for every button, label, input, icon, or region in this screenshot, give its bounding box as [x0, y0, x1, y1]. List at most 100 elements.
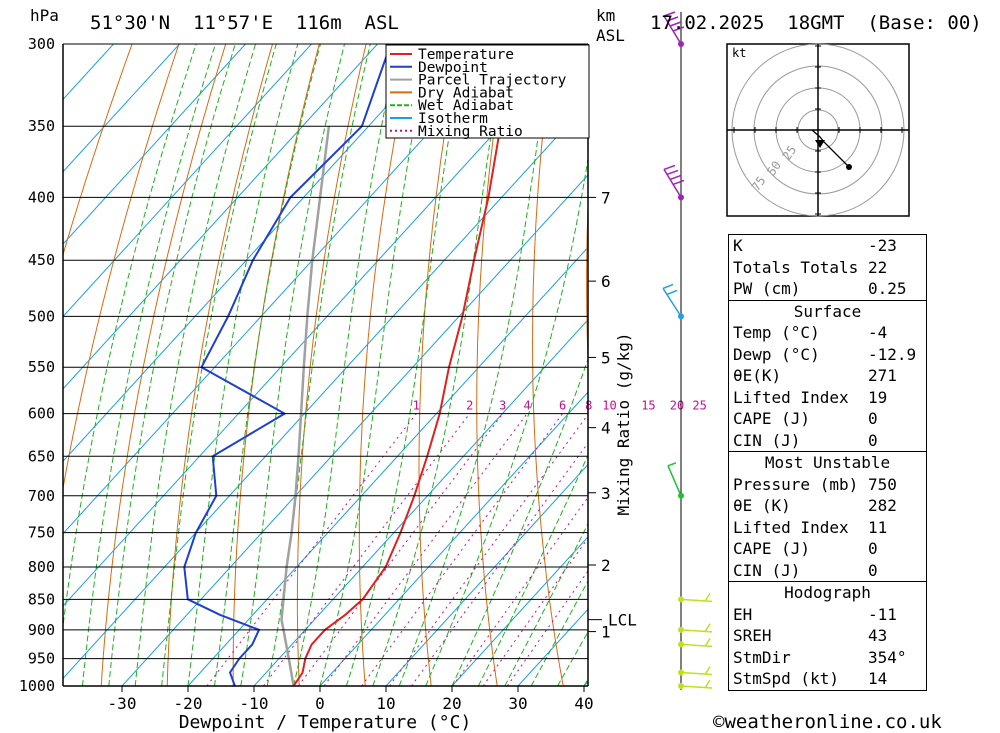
stmspd-value: 14: [868, 669, 888, 688]
pressure-tick-label: 800: [28, 558, 55, 576]
surface-temp-label: Temp (°C): [733, 323, 820, 342]
pressure-tick-label: 750: [28, 524, 55, 542]
k-value: -23: [868, 236, 897, 255]
mu-cape-label: CAPE (J): [733, 539, 811, 558]
pressure-tick-label: 600: [28, 405, 55, 423]
wind-barb-staff: [680, 598, 713, 603]
location-title: 51°30'N 11°57'E 116m ASL: [90, 12, 399, 34]
isotherm-line: [187, 246, 588, 686]
wind-barb-flag: [663, 164, 676, 171]
wind-barb: [680, 592, 713, 603]
wind-barb-flag: [669, 21, 682, 27]
eh-value: -11: [868, 604, 897, 624]
wet-adiabat-line: [266, 44, 371, 686]
isotherm-line: [385, 463, 588, 686]
wind-barb-staff: [680, 643, 713, 648]
datetime-title: 17.02.2025 18GMT (Base: 00): [650, 12, 982, 34]
legend-label: Parcel Trajectory: [418, 73, 567, 89]
x-tick-label: 10: [376, 694, 395, 713]
wet-adiabat-line: [81, 44, 216, 686]
km-tick-label: 3: [601, 484, 611, 503]
isotherm-line: [63, 44, 180, 173]
wind-barb: [663, 11, 685, 45]
wet-adiabat-line: [451, 357, 588, 686]
wet-adiabat-line: [345, 44, 466, 686]
mixing-ratio-line: [361, 413, 564, 686]
mu-cape-value: 0: [868, 539, 878, 558]
wind-barb-flag: [666, 289, 678, 296]
pressure-tick-label: 350: [28, 117, 55, 135]
isobars: [63, 43, 588, 687]
km-tick-label: 5: [601, 348, 611, 367]
tt-value: 22: [868, 257, 888, 277]
tt-label: Totals Totals: [733, 257, 859, 277]
wind-barb-flag: [672, 179, 685, 186]
isotherm-line: [63, 44, 246, 245]
mu-cin-label: CIN (J): [733, 560, 801, 580]
wet-adiabat-line: [425, 156, 588, 686]
surface-title: Surface: [793, 301, 862, 321]
wind-barb-flag: [704, 679, 711, 689]
pressure-unit: hPa: [30, 6, 59, 25]
isotherm-line: [253, 319, 588, 686]
wet-adiabat-line: [108, 44, 236, 686]
legend-label: Dewpoint: [418, 60, 488, 76]
pressure-tick-label: 300: [28, 35, 55, 53]
hodograph-end-dot: [846, 164, 852, 170]
surface-dewp-value: -12.9: [868, 344, 917, 364]
mixing-ratio-label: 2: [466, 399, 473, 413]
dry-adiabat-line: [100, 44, 227, 686]
mu-li-value: 11: [868, 517, 888, 537]
isotherm-line: [63, 44, 444, 462]
pressure-tick-label: 700: [28, 487, 55, 505]
isotherm-line: [63, 101, 588, 680]
wet-adiabat-line: [213, 44, 321, 686]
wet-adiabat-line: [134, 44, 256, 686]
parcel-trajectory-line: [280, 126, 331, 686]
height-unit-asl: ASL: [596, 26, 625, 45]
isotherm-line: [63, 44, 510, 535]
isotherm-line: [451, 536, 588, 686]
wind-barb: [680, 666, 713, 676]
wind-barb-flag: [704, 623, 711, 633]
dry-adiabat-line: [418, 44, 461, 686]
legend-label: Isotherm: [418, 111, 488, 127]
surface-theta-label: θE(K): [733, 366, 782, 385]
legend-label: Mixing Ratio: [418, 124, 523, 140]
pressure-tick-label: 850: [28, 590, 55, 608]
mixing-ratio-label: 20: [670, 399, 684, 413]
surface-dewp-label: Dewp (°C): [733, 344, 820, 364]
surface-li-label: Lifted Index: [733, 387, 849, 407]
wet-adiabat-line: [530, 579, 588, 686]
wind-barb-staff: [680, 685, 713, 689]
mu-theta-value: 282: [868, 496, 897, 515]
isotherm-line: [63, 44, 312, 318]
hodograph-table-title: Hodograph: [784, 583, 871, 602]
wind-column: [662, 11, 713, 690]
wind-barb: [662, 283, 682, 317]
surface-cin-value: 0: [868, 430, 878, 450]
dry-adiabat-line: [531, 44, 564, 686]
isotherm-line: [319, 391, 588, 686]
lcl-label: LCL: [608, 611, 637, 630]
eh-label: EH: [733, 604, 753, 624]
km-tick-label: 4: [601, 419, 611, 438]
isotherm-line: [63, 44, 576, 607]
x-tick-label: -20: [174, 694, 203, 713]
wet-adiabat-line: [63, 44, 197, 630]
pressure-tick-label: 500: [28, 307, 55, 325]
mu-theta-label: θE (K): [733, 496, 791, 515]
mixing-ratio-line: [262, 413, 471, 686]
wind-barb-flag: [669, 174, 682, 181]
km-tick-label: 2: [601, 556, 611, 575]
indices-table: K -23 Totals Totals 22 PW (cm) 0.25 Surface…: [728, 234, 927, 691]
pw-value: 0.25: [868, 279, 907, 298]
km-tick-label: 6: [601, 272, 611, 291]
legend-label: Dry Adiabat: [418, 85, 514, 101]
surface-theta-value: 271: [868, 366, 897, 385]
km-tick-label: 7: [601, 188, 611, 207]
pressure-tick-label: 650: [28, 447, 55, 465]
x-tick-label: 30: [508, 694, 527, 713]
mu-cin-value: 0: [868, 560, 878, 580]
wind-barb-flag: [666, 16, 679, 22]
